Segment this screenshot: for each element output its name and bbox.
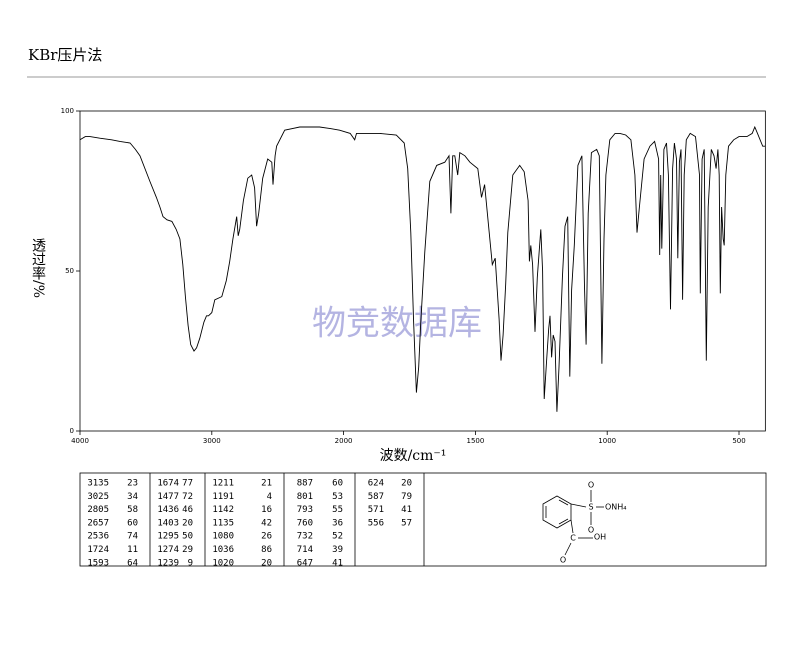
peak-wavenumber: 1403: [157, 518, 179, 528]
peak-wavenumber: 1274: [157, 545, 179, 555]
bond: [570, 519, 574, 534]
peak-transmittance: 29: [182, 545, 193, 555]
peak-transmittance: 23: [127, 479, 138, 489]
peak-transmittance: 50: [182, 532, 193, 542]
atom-label: ONH₄: [605, 503, 627, 512]
peak-wavenumber: 3025: [87, 492, 109, 502]
peak-transmittance: 9: [188, 558, 193, 568]
peak-wavenumber: 1142: [212, 505, 234, 515]
peak-wavenumber: 732: [297, 532, 313, 542]
peak-transmittance: 39: [332, 545, 343, 555]
spectrum-line: [79, 125, 766, 412]
peak-wavenumber: 1239: [157, 558, 179, 568]
peak-wavenumber: 1593: [87, 558, 109, 568]
peak-wavenumber: 760: [297, 518, 313, 528]
peak-transmittance: 41: [401, 505, 412, 515]
peak-table: [79, 472, 767, 567]
peak-wavenumber: 2536: [87, 532, 109, 542]
x-axis-label: 波数/cm⁻¹: [380, 448, 447, 464]
x-tick-label: 1500: [466, 437, 484, 445]
peak-transmittance: 16: [261, 505, 272, 515]
peak-transmittance: 42: [261, 518, 272, 528]
peak-wavenumber: 1191: [212, 492, 234, 502]
x-tick-label: 2000: [335, 437, 353, 445]
peak-wavenumber: 2805: [87, 505, 109, 515]
peak-wavenumber: 1036: [212, 545, 234, 555]
ring-bond: [558, 518, 569, 525]
y-tick-label: 50: [65, 267, 74, 275]
peak-transmittance: 72: [182, 492, 193, 502]
peak-transmittance: 26: [261, 532, 272, 542]
peak-transmittance: 21: [261, 479, 272, 489]
benzene-ring: [542, 495, 572, 529]
peak-wavenumber: 647: [297, 558, 313, 568]
peak-transmittance: 60: [332, 479, 343, 489]
y-tick-label: 0: [70, 427, 74, 435]
bond: [570, 503, 587, 508]
peak-wavenumber: 793: [297, 505, 313, 515]
x-tick-label: 1000: [598, 437, 616, 445]
watermark: 物竞数据库: [312, 304, 482, 344]
peak-transmittance: 60: [127, 518, 138, 528]
page-title: KBr压片法: [28, 46, 102, 64]
peak-wavenumber: 624: [368, 479, 384, 489]
peak-wavenumber: 1020: [212, 558, 234, 568]
peak-wavenumber: 1135: [212, 518, 234, 528]
plot-frame: [79, 110, 766, 432]
peak-transmittance: 20: [261, 558, 272, 568]
peak-transmittance: 74: [127, 532, 138, 542]
peak-transmittance: 20: [401, 479, 412, 489]
peak-transmittance: 79: [401, 492, 412, 502]
atom-label: O: [588, 526, 594, 535]
peak-wavenumber: 556: [368, 518, 384, 528]
bond: [564, 542, 572, 556]
peak-transmittance: 4: [267, 492, 272, 502]
atom-label: S: [588, 503, 593, 512]
peak-wavenumber: 1477: [157, 492, 179, 502]
x-tick-label: 500: [732, 437, 745, 445]
peak-wavenumber: 1211: [212, 479, 234, 489]
peak-transmittance: 86: [261, 545, 272, 555]
peak-wavenumber: 801: [297, 492, 313, 502]
peak-transmittance: 58: [127, 505, 138, 515]
peak-wavenumber: 571: [368, 505, 384, 515]
peak-transmittance: 41: [332, 558, 343, 568]
peak-wavenumber: 2657: [87, 518, 109, 528]
peak-transmittance: 57: [401, 518, 412, 528]
atom-label: C: [570, 534, 576, 543]
peak-wavenumber: 1724: [87, 545, 109, 555]
peak-wavenumber: 3135: [87, 479, 109, 489]
peak-wavenumber: 714: [297, 545, 313, 555]
peak-transmittance: 64: [127, 558, 138, 568]
atom-label: OH: [594, 533, 606, 542]
peak-transmittance: 77: [182, 479, 193, 489]
peak-transmittance: 55: [332, 505, 343, 515]
atom-label: O: [560, 556, 566, 565]
x-tick-label: 3000: [203, 437, 221, 445]
y-axis-label: 透过率/%: [30, 238, 46, 298]
ring-bond: [558, 499, 569, 506]
y-tick-label: 100: [61, 107, 74, 115]
peak-transmittance: 34: [127, 492, 138, 502]
peak-transmittance: 53: [332, 492, 343, 502]
x-tick-label: 4000: [71, 437, 89, 445]
peak-transmittance: 36: [332, 518, 343, 528]
peak-wavenumber: 1436: [157, 505, 179, 515]
peak-wavenumber: 587: [368, 492, 384, 502]
peak-transmittance: 20: [182, 518, 193, 528]
peak-transmittance: 52: [332, 532, 343, 542]
peak-transmittance: 11: [127, 545, 138, 555]
peak-wavenumber: 1674: [157, 479, 179, 489]
peak-wavenumber: 1080: [212, 532, 234, 542]
atom-label: O: [588, 481, 594, 490]
peak-transmittance: 46: [182, 505, 193, 515]
peak-wavenumber: 1295: [157, 532, 179, 542]
peak-wavenumber: 887: [297, 479, 313, 489]
